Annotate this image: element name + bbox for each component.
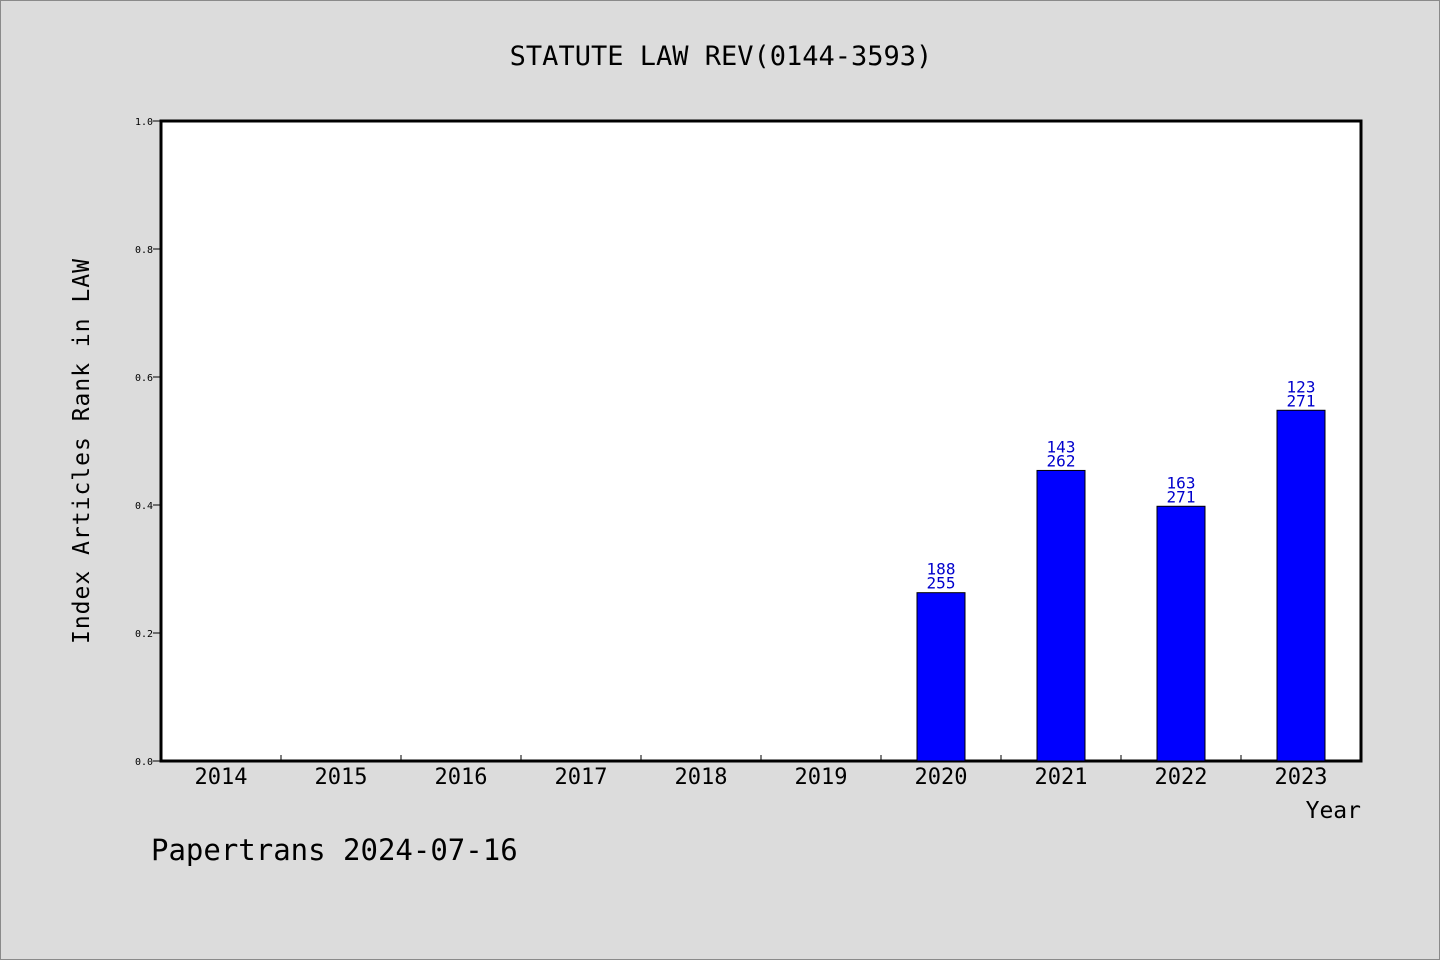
y-tick-label: 0.4	[135, 501, 153, 512]
bar-label-bottom: 271	[1167, 487, 1196, 506]
bar-label-top: 143	[1047, 437, 1076, 456]
x-axis-ticks: 2014 2015 2016 2017 2018 2019 2020 2021 2022 2023	[195, 755, 1328, 790]
x-tick-label: 2020	[915, 765, 968, 790]
y-axis-label: Index Articles Rank in LAW	[69, 258, 95, 644]
y-tick-label: 0.2	[135, 629, 153, 640]
bar-2022	[1156, 505, 1206, 762]
bar-2023	[1276, 409, 1326, 762]
bar-2020	[916, 592, 966, 762]
x-tick-label: 2014	[195, 765, 248, 790]
bar-label-top: 188	[927, 560, 956, 579]
x-tick-label: 2017	[555, 765, 608, 790]
y-tick-label: 0.6	[135, 373, 153, 384]
y-tick-label: 0.8	[135, 245, 153, 256]
y-tick-label: 0.0	[135, 757, 153, 768]
x-tick-label: 2022	[1155, 765, 1208, 790]
x-tick-label: 2015	[315, 765, 368, 790]
bar-label-top: 163	[1167, 473, 1196, 492]
x-tick-label: 2019	[795, 765, 848, 790]
bar-label-bottom: 271	[1287, 391, 1316, 410]
chart-title: STATUTE LAW REV(0144-3593)	[510, 41, 933, 72]
y-tick-label: 1.0	[135, 117, 153, 128]
x-tick-label: 2021	[1035, 765, 1088, 790]
footer-credit: Papertrans 2024-07-16	[151, 833, 518, 867]
bar-label-top: 123	[1287, 377, 1316, 396]
x-tick-label: 2018	[675, 765, 728, 790]
bar-label-bottom: 262	[1047, 451, 1076, 470]
bar-2021	[1036, 469, 1086, 762]
bar-label-bottom: 255	[927, 574, 956, 593]
x-tick-label: 2016	[435, 765, 488, 790]
x-axis-label: Year	[1306, 798, 1361, 824]
y-axis-ticks: 0.0 0.2 0.4 0.6 0.8 1.0	[135, 117, 161, 768]
x-tick-label: 2023	[1275, 765, 1328, 790]
